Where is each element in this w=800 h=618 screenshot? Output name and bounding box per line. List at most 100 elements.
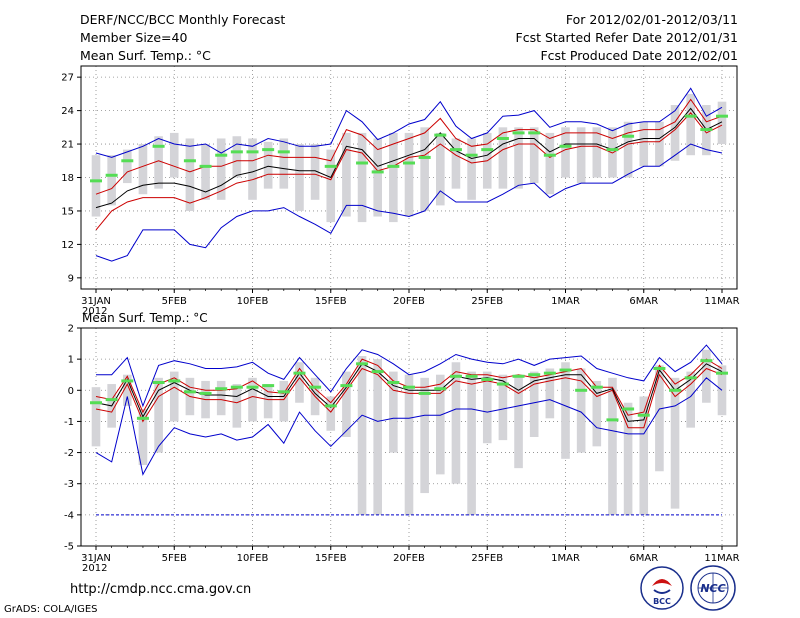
panel1-x-tick-label: 1MAR: [551, 296, 580, 307]
panel2-ensemble-box: [216, 380, 226, 416]
refer-date: Fcst Started Refer Date 2012/01/31: [515, 30, 739, 45]
panel2-y-tick-label: -3: [64, 479, 74, 490]
panel1-ensemble-box: [122, 149, 132, 184]
panel1-series-upper-line: [95, 98, 723, 195]
panel2-ensemble-box: [122, 374, 132, 406]
panel1-y-tick-label: 27: [61, 73, 74, 84]
panel1-y-tick-label: 9: [68, 273, 74, 284]
panel1-ensemble-box: [670, 105, 680, 161]
panel2-series-lower-line: [95, 367, 723, 429]
panel2-ensemble-box: [248, 377, 257, 422]
panel2-ensemble-box: [295, 362, 304, 403]
panel2-ensemble-box: [545, 368, 555, 419]
panel1-x-tick-label: 20FEB: [393, 296, 425, 307]
panel2-x-tick-label: 11MAR: [704, 553, 739, 564]
panel2-ensemble-box: [420, 377, 429, 494]
panel2-ensemble-box: [232, 384, 242, 428]
panel2-ensemble-box: [655, 365, 664, 472]
panel2-ensemble-box: [467, 371, 476, 515]
forecast-period: For 2012/02/01-2012/03/11: [565, 12, 738, 27]
panel2-y-tick-label: 2: [68, 324, 74, 335]
panel1-x-tick-label: 11MAR: [704, 296, 739, 307]
panel2-ensemble-box: [169, 371, 179, 422]
panel2-ensemble-box: [91, 387, 101, 447]
panel2-x-tick-label: 31JAN: [81, 553, 111, 564]
panel1-ensemble-box: [545, 132, 555, 195]
panel1-ensemble-box: [248, 138, 257, 200]
panel1-ensemble-box: [498, 127, 508, 189]
panel1-y-tick-label: 12: [61, 240, 74, 251]
panel2-ensemble-box: [279, 380, 289, 422]
panel2-ensemble-box: [686, 371, 696, 428]
chart-title: DERF/NCC/BCC Monthly Forecast: [80, 12, 286, 27]
panel2-ensemble-box: [561, 362, 570, 459]
panel2-y-tick-label: 0: [68, 386, 74, 397]
panel1-ensemble-box: [514, 127, 523, 189]
panel2-ensemble-box: [326, 396, 336, 431]
panel1-ensemble-box: [216, 138, 226, 200]
panel2-ensemble-box: [373, 359, 383, 515]
panel1-panel-title: Mean Surf. Temp.: °C: [82, 311, 208, 325]
panel2-x-tick-label: 15FEB: [315, 553, 347, 564]
panel2-y-tick-label: -2: [64, 448, 74, 459]
panel1-ensemble-box: [169, 132, 179, 178]
panel1-y-tick-label: 18: [61, 173, 74, 184]
panel1-ensemble-box: [561, 127, 570, 178]
panel2-ensemble-box: [404, 374, 414, 515]
panel1-ensemble-box: [91, 155, 101, 217]
bcc-logo: BCC: [640, 566, 684, 610]
panel1-ensemble-box: [263, 141, 273, 189]
panel1-ensemble-box: [232, 136, 242, 178]
panel2-ensemble-box: [498, 374, 508, 441]
panel2-ensemble-box: [357, 356, 367, 515]
panel1-x-tick-label: 6MAR: [629, 296, 658, 307]
panel2-y-tick-label: -4: [64, 510, 74, 521]
panel1-ensemble-box: [451, 138, 461, 189]
panel2-x-tick-label: 25FEB: [471, 553, 503, 564]
member-size-label: Member Size=40: [80, 30, 188, 45]
website-url[interactable]: http://cmdp.ncc.cma.gov.cn: [70, 582, 252, 597]
panel2-ensemble-box: [576, 368, 586, 453]
panel1-y-tick-label: 15: [61, 206, 74, 217]
panel2-x-tick-label: 10FEB: [237, 553, 269, 564]
panel1-ensemble-box: [686, 93, 696, 156]
panel1-ensemble-box: [592, 127, 602, 178]
panel2-ensemble-box: [529, 371, 539, 437]
panel2-x-tick-label: 2012: [82, 563, 107, 574]
panel1-y-tick-label: 21: [61, 140, 74, 151]
panel2-ensemble-box: [263, 384, 273, 419]
grads-credit: GrADS: COLA/IGES: [4, 604, 98, 615]
panel2-ensemble-box: [514, 374, 523, 469]
bcc-logo-text: BCC: [653, 597, 671, 606]
panel1-ensemble-box: [154, 136, 163, 189]
panel2-ensemble-box: [702, 349, 711, 403]
panel2-x-tick-label: 20FEB: [393, 553, 425, 564]
panel2-ensemble-box: [608, 377, 617, 515]
panel2-ensemble-box: [435, 374, 445, 475]
panel2-ensemble-box: [342, 371, 351, 437]
panel1-ensemble-box: [529, 127, 539, 184]
panel1-series-max-line: [95, 87, 723, 158]
panel2-ensemble-box: [389, 371, 398, 453]
panel1-ensemble-box: [467, 138, 476, 200]
panel1-ensemble-box: [185, 138, 195, 211]
panel2-x-tick-label: 6MAR: [629, 553, 658, 564]
produced-date: Fcst Produced Date 2012/02/01: [540, 48, 738, 63]
panel1-ensemble-box: [279, 138, 289, 189]
panel1-x-tick-label: 31JAN: [81, 296, 111, 307]
ncc-logo: NCC: [690, 565, 736, 611]
panel2-ensemble-box: [451, 362, 461, 484]
panel2-ensemble-box: [154, 377, 163, 453]
panel1-ensemble-box: [201, 144, 210, 200]
panel1-ensemble-box: [435, 132, 445, 206]
panel2-y-tick-label: 1: [68, 355, 74, 366]
panel2-ensemble-box: [623, 402, 633, 515]
panel1-ensemble-box: [623, 121, 633, 178]
panel1-ensemble-box: [655, 121, 664, 167]
panel1-ensemble-box: [357, 132, 367, 223]
panel2-series-max-line: [96, 344, 723, 408]
panel1-ensemble-box: [326, 149, 336, 223]
panel1-series-min-line: [95, 143, 723, 262]
panel1-ensemble-box: [295, 144, 304, 211]
panel2-series-min-line: [95, 377, 723, 476]
